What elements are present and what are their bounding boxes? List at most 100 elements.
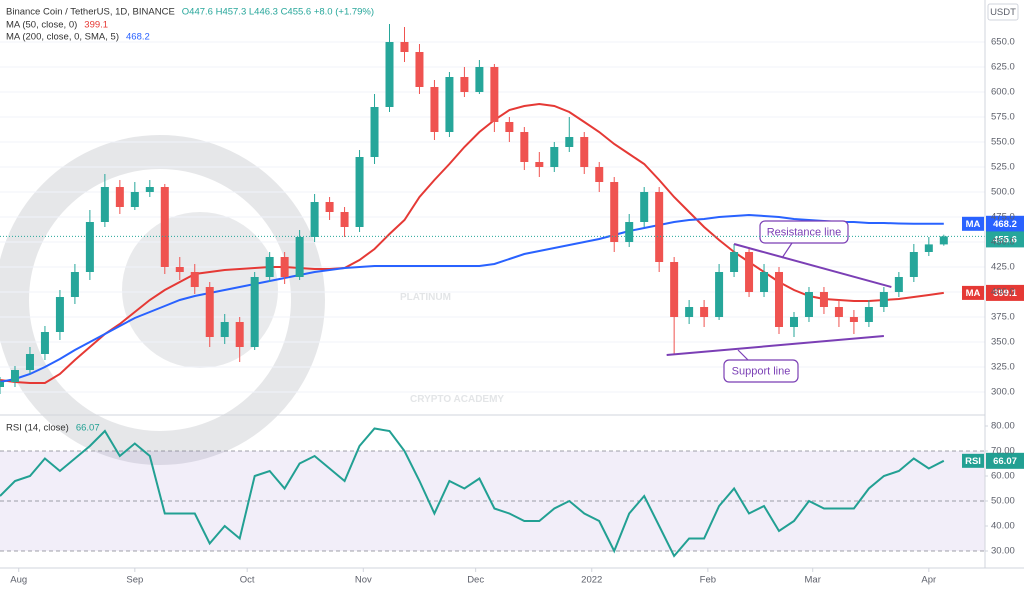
y-tick-label: 50.00 (991, 496, 1015, 507)
y-tick-label: 650.0 (991, 37, 1015, 48)
candle-body (625, 222, 634, 242)
rsi-tag-bg (962, 453, 984, 468)
candle-body (445, 77, 454, 132)
trendline (733, 243, 892, 288)
y-tick-label: 400.0 (991, 287, 1015, 298)
candle-body (775, 272, 784, 327)
candle-body (760, 272, 769, 292)
annotation-text: Support line (732, 365, 791, 377)
candle-body (475, 67, 484, 92)
candle-body (670, 262, 679, 317)
candle-body (220, 322, 229, 337)
candle-body (490, 67, 499, 122)
ma-tag-bg (962, 285, 984, 300)
y-tick-label: 70.00 (991, 446, 1015, 457)
candle-body (385, 42, 394, 107)
unit-box (987, 3, 1019, 21)
rsi-value-tag-bg (986, 452, 1024, 469)
candle-body (85, 222, 94, 272)
x-tick-label: 2022 (581, 575, 602, 586)
candle-body (595, 167, 604, 182)
annotation-pointer (781, 242, 793, 259)
candle-body (864, 307, 873, 322)
candle-body (100, 187, 109, 222)
x-tick-label: Dec (467, 575, 484, 586)
candle-body (55, 297, 64, 332)
annotation-box (723, 359, 799, 383)
candle-body (939, 236, 948, 245)
ma-value-tag: 399.1 (986, 284, 1024, 301)
ma-value-tag-text: 399.1 (993, 288, 1017, 299)
candle-body (505, 122, 514, 132)
ma-line (0, 102, 944, 384)
candle-body (145, 187, 154, 192)
candle-body (40, 332, 49, 354)
candle-body (565, 137, 574, 147)
last-price-tag-bg (986, 231, 1024, 248)
candle-body (460, 77, 469, 92)
x-tick-label: Feb (700, 575, 716, 586)
legend-value: 468.2 (126, 32, 150, 43)
y-tick-label: 625.0 (991, 62, 1015, 73)
candle-body (730, 252, 739, 272)
watermark-logo-ring (0, 135, 325, 465)
candle-body (685, 307, 694, 317)
candle-body (400, 42, 409, 52)
y-tick-label: 350.0 (991, 337, 1015, 348)
candle-body (819, 292, 828, 307)
candle-body (640, 192, 649, 222)
y-tick-label: 375.0 (991, 312, 1015, 323)
y-tick-label: 450.0 (991, 237, 1015, 248)
candle-body (280, 257, 289, 277)
chart-title: Binance Coin / TetherUS, 1D, BINANCE (6, 7, 175, 18)
ma-value-tag-bg (986, 284, 1024, 301)
y-tick-label: 30.00 (991, 546, 1015, 557)
annotation-pointer (737, 349, 749, 361)
ma-tag-bg (962, 216, 984, 231)
watermark-line2: CRYPTO ACADEMY (410, 394, 504, 405)
x-tick-label: Aug (10, 575, 27, 586)
candle-body (580, 137, 589, 167)
y-tick-label: 500.0 (991, 187, 1015, 198)
y-tick-label: 300.0 (991, 387, 1015, 398)
x-tick-label: Apr (921, 575, 936, 586)
y-tick-label: 475.0 (991, 212, 1015, 223)
annotation-box (759, 220, 849, 244)
candle-body (235, 322, 244, 347)
y-tick-label: 80.00 (991, 421, 1015, 432)
candle-body (205, 287, 214, 337)
candle-body (265, 257, 274, 277)
candle-body (310, 202, 319, 237)
candle-body (924, 244, 933, 252)
rsi-title: RSI (14, close) (6, 423, 69, 434)
candle-body (130, 192, 139, 207)
ma-value-tag-text: 468.2 (993, 219, 1017, 230)
rsi-tag: RSI (965, 456, 981, 467)
candle-body (909, 252, 918, 277)
candle-body (0, 382, 4, 387)
y-tick-label: 600.0 (991, 87, 1015, 98)
candle-body (25, 354, 34, 370)
y-tick-label: 325.0 (991, 362, 1015, 373)
ma-line (0, 213, 944, 383)
candle-body (834, 307, 843, 317)
x-tick-label: Mar (805, 575, 821, 586)
y-tick-label: 40.00 (991, 521, 1015, 532)
y-tick-label: 550.0 (991, 137, 1015, 148)
rsi-legend-value: 66.07 (76, 423, 100, 434)
x-tick-label: Nov (355, 575, 372, 586)
x-tick-label: Sep (126, 575, 143, 586)
y-tick-label: 60.00 (991, 471, 1015, 482)
ohlc-text: O447.6 H457.3 L446.3 C455.6 +8.0 (+1.79%… (182, 7, 374, 18)
unit-label: USDT (990, 7, 1016, 18)
candle-body (190, 272, 199, 287)
candle-body (520, 132, 529, 162)
y-tick-label: 575.0 (991, 112, 1015, 123)
candle-body (804, 292, 813, 317)
candle-body (250, 277, 259, 347)
candle-body (700, 307, 709, 317)
candle-body (789, 317, 798, 327)
candle-body (160, 187, 169, 267)
